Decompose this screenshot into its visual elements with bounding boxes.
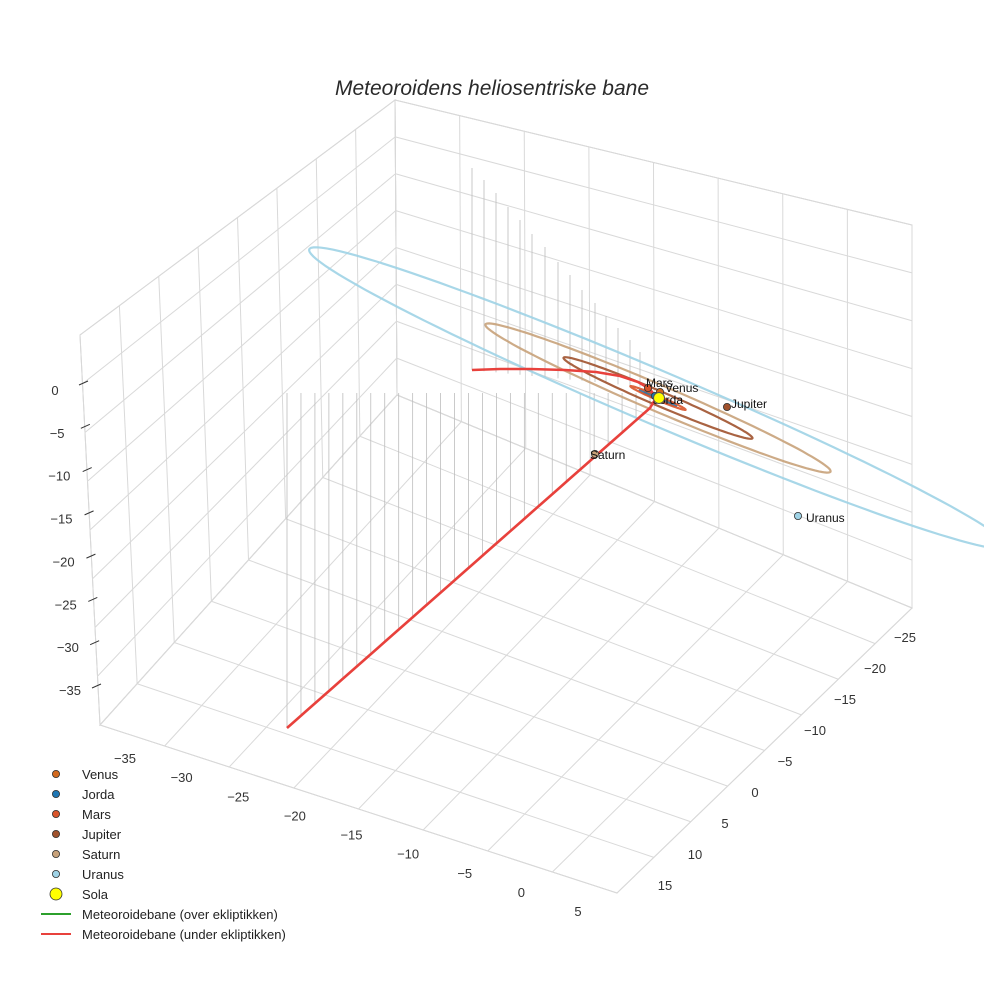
z-axis-tick-label: −15 bbox=[50, 512, 72, 527]
legend: Venus Jorda Mars Jupiter Saturn Uranus Sola Met… bbox=[41, 767, 286, 942]
z-axis-tick-mark bbox=[80, 423, 91, 429]
z-axis-tick-mark bbox=[78, 380, 89, 386]
legend-label: Meteoroidebane (over ekliptikken) bbox=[82, 907, 278, 922]
y-axis-tick-label: −20 bbox=[864, 661, 886, 676]
grid-line bbox=[396, 283, 913, 465]
planet-marker-mars bbox=[644, 383, 653, 392]
x-axis-tick-label: −15 bbox=[340, 828, 362, 843]
planet-label-venus: Venus bbox=[665, 381, 698, 395]
x-axis-tick-label: 5 bbox=[574, 904, 581, 919]
grid-line bbox=[89, 247, 397, 531]
x-axis-tick-label: 0 bbox=[518, 885, 525, 900]
planet-label-uranus: Uranus bbox=[806, 511, 845, 525]
orbit-uranus bbox=[307, 246, 984, 548]
grid-line bbox=[197, 246, 212, 602]
z-axis-tick-mark bbox=[91, 683, 102, 689]
grid-line bbox=[158, 276, 175, 643]
y-axis-tick-label: 5 bbox=[721, 816, 728, 831]
grid-line bbox=[174, 642, 691, 823]
legend-label: Venus bbox=[82, 767, 119, 782]
grid-line bbox=[79, 334, 101, 726]
z-axis-tick-mark bbox=[82, 467, 92, 473]
grid-line bbox=[136, 683, 655, 858]
z-axis-tick-mark bbox=[89, 640, 100, 646]
legend-marker-swatch bbox=[52, 770, 61, 779]
legend-marker-swatch bbox=[52, 870, 61, 879]
grid-line bbox=[422, 527, 720, 831]
grid-line bbox=[99, 724, 618, 894]
legend-label: Jupiter bbox=[82, 827, 122, 842]
x-axis-tick-label: −20 bbox=[284, 808, 306, 823]
x-axis-tick-label: −30 bbox=[171, 770, 193, 785]
z-axis-tick-mark bbox=[84, 510, 94, 516]
legend-label: Uranus bbox=[82, 867, 124, 882]
grid-line bbox=[211, 600, 728, 787]
y-axis-tick-label: 10 bbox=[688, 847, 702, 862]
grid-line bbox=[99, 394, 398, 726]
grid-line bbox=[616, 607, 913, 894]
grid-line bbox=[552, 581, 848, 873]
grid-line bbox=[94, 320, 397, 628]
z-axis-tick-label: 0 bbox=[51, 383, 58, 398]
orbit-saturn bbox=[484, 322, 832, 474]
planet-label-jupiter: Jupiter bbox=[731, 397, 767, 411]
y-axis-tick-label: −25 bbox=[894, 630, 916, 645]
y-axis-tick-label: −5 bbox=[778, 754, 793, 769]
grid-line bbox=[717, 178, 720, 529]
grid-line bbox=[118, 305, 138, 684]
z-axis-tick-label: −35 bbox=[59, 683, 81, 698]
grid-line bbox=[248, 559, 765, 751]
y-axis-tick-label: 15 bbox=[658, 878, 672, 893]
legend-label: Saturn bbox=[82, 847, 120, 862]
z-axis-tick-label: −10 bbox=[48, 469, 70, 484]
y-axis-tick-label: −10 bbox=[804, 723, 826, 738]
legend-marker-swatch bbox=[52, 830, 61, 839]
z-axis-tick-label: −20 bbox=[53, 554, 75, 569]
trajectory-droplines bbox=[286, 168, 651, 728]
grid-line bbox=[92, 284, 397, 580]
legend-label: Jorda bbox=[82, 787, 115, 802]
legend-marker-swatch bbox=[52, 790, 61, 799]
axis-ticks: −35 −30 −25 −20 −15 −10 −5 0 5 −25 −20 −15 −10 −5 0 5 10… bbox=[48, 380, 916, 919]
grid-line bbox=[396, 357, 913, 561]
planet-label-saturn: Saturn bbox=[590, 448, 625, 462]
legend-label: Sola bbox=[82, 887, 109, 902]
chart-title: Meteoroidens heliosentriske bane bbox=[335, 77, 649, 100]
planet-label-mars: Mars bbox=[646, 376, 673, 390]
z-axis-tick-label: −25 bbox=[55, 597, 77, 612]
z-axis-tick-label: −5 bbox=[50, 426, 65, 441]
x-axis-tick-label: −35 bbox=[114, 751, 136, 766]
x-axis-tick-label: −25 bbox=[227, 789, 249, 804]
z-axis-tick-mark bbox=[88, 596, 98, 602]
planet-orbits bbox=[307, 246, 984, 548]
grid-lines bbox=[79, 99, 913, 894]
legend-label: Mars bbox=[82, 807, 111, 822]
x-axis-tick-label: −10 bbox=[397, 847, 419, 862]
z-axis-tick-label: −30 bbox=[57, 640, 79, 655]
grid-line bbox=[487, 554, 784, 852]
y-axis-tick-label: −15 bbox=[834, 692, 856, 707]
grid-line bbox=[97, 357, 398, 677]
y-axis-tick-label: 0 bbox=[751, 785, 758, 800]
legend-marker-swatch bbox=[49, 887, 63, 901]
grid-line bbox=[782, 193, 784, 555]
grid-line bbox=[395, 247, 913, 417]
z-axis-tick-mark bbox=[86, 553, 96, 559]
x-axis-tick-label: −5 bbox=[457, 866, 472, 881]
sun-marker bbox=[653, 392, 665, 404]
legend-marker-swatch bbox=[52, 850, 61, 859]
planet-marker-uranus bbox=[794, 512, 803, 521]
planet-marker-saturn bbox=[591, 449, 600, 458]
grid-line bbox=[396, 320, 913, 513]
planet-marker-jupiter bbox=[723, 402, 732, 411]
legend-marker-swatch bbox=[52, 810, 61, 819]
legend-label: Meteoroidebane (under ekliptikken) bbox=[82, 927, 286, 942]
